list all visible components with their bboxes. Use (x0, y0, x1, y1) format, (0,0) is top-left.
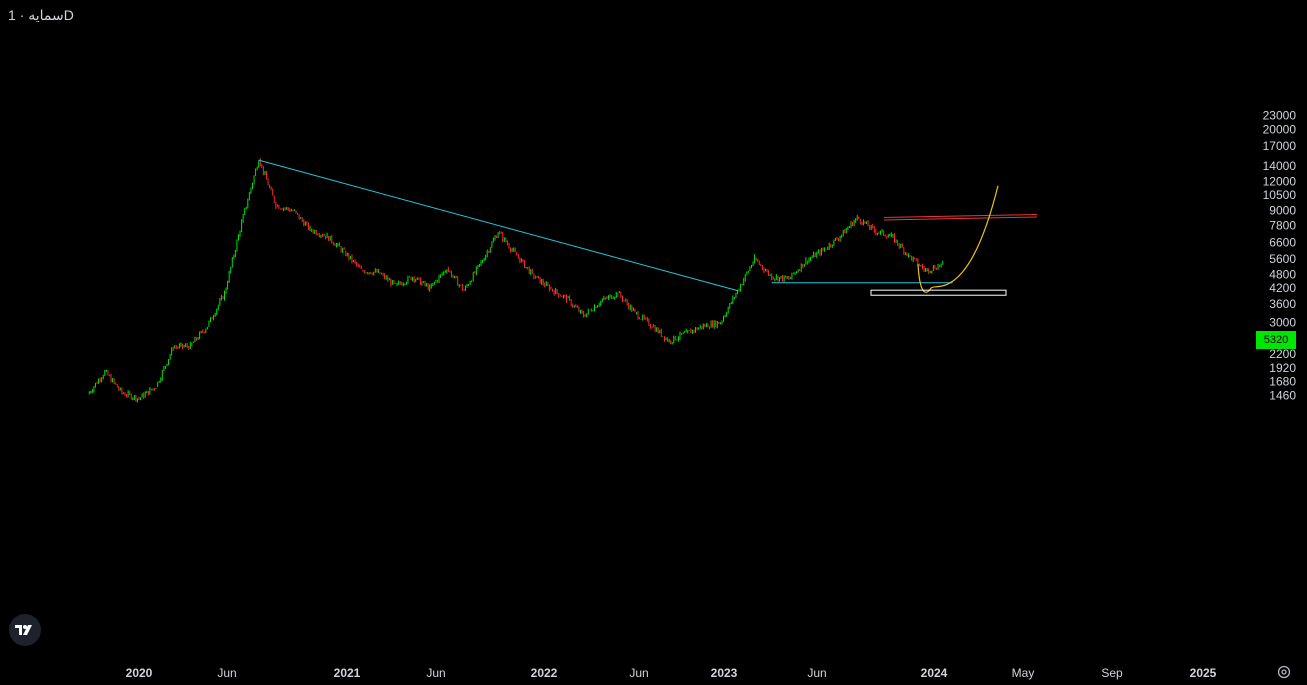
resistance-line-upper[interactable] (883, 214, 1038, 219)
symbol-title: سمایه · 1D (8, 7, 74, 23)
time-axis[interactable]: 2020 Jun 2021 Jun 2022 Jun 2023 Jun 2024 May Sep 20… (126, 666, 1217, 680)
price-tick-label: 4200 (1269, 281, 1296, 295)
time-tick-label: Jun (629, 666, 648, 680)
price-tick-label: 2200 (1269, 347, 1296, 361)
price-tick-label: 3000 (1269, 315, 1296, 329)
price-tick-label: 10500 (1263, 188, 1297, 202)
price-tick-label: 3600 (1269, 297, 1296, 311)
time-tick-label: 2023 (711, 666, 738, 680)
gear-icon[interactable] (1276, 664, 1292, 680)
time-tick-label: 2021 (334, 666, 361, 680)
time-tick-label: Jun (426, 666, 445, 680)
price-tick-label: 14000 (1263, 159, 1297, 173)
time-tick-label: 2024 (921, 666, 948, 680)
price-tick-label: 12000 (1263, 174, 1297, 188)
time-tick-label: 2020 (126, 666, 153, 680)
price-tick-label: 5600 (1269, 252, 1296, 266)
price-tick-label: 1680 (1269, 374, 1296, 388)
price-tick-label: 7800 (1269, 218, 1296, 232)
price-tick-label: 4800 (1269, 268, 1296, 282)
resistance-line-lower[interactable] (883, 216, 1038, 221)
time-tick-label: 2025 (1190, 666, 1217, 680)
candlestick-series (88, 158, 944, 403)
price-tick-label: 9000 (1269, 204, 1296, 218)
price-tick-label: 1460 (1269, 389, 1296, 403)
price-tick-label: 23000 (1263, 108, 1297, 122)
price-tick-label: 20000 (1263, 123, 1297, 137)
time-tick-label: Sep (1101, 666, 1123, 680)
chart-drawings (258, 159, 1038, 296)
target-box[interactable] (870, 289, 1007, 296)
time-tick-label: Jun (807, 666, 826, 680)
time-tick-label: May (1012, 666, 1035, 680)
descending-trendline[interactable] (258, 159, 738, 292)
projection-curve[interactable] (917, 185, 999, 293)
price-tick-label: 1920 (1269, 361, 1296, 375)
tradingview-logo-icon[interactable] (9, 614, 41, 646)
price-tick-label: 6600 (1269, 235, 1296, 249)
time-tick-label: Jun (217, 666, 236, 680)
time-tick-label: 2022 (531, 666, 558, 680)
price-tick-label: 17000 (1263, 139, 1297, 153)
last-price-label: 5320 (1256, 331, 1296, 349)
